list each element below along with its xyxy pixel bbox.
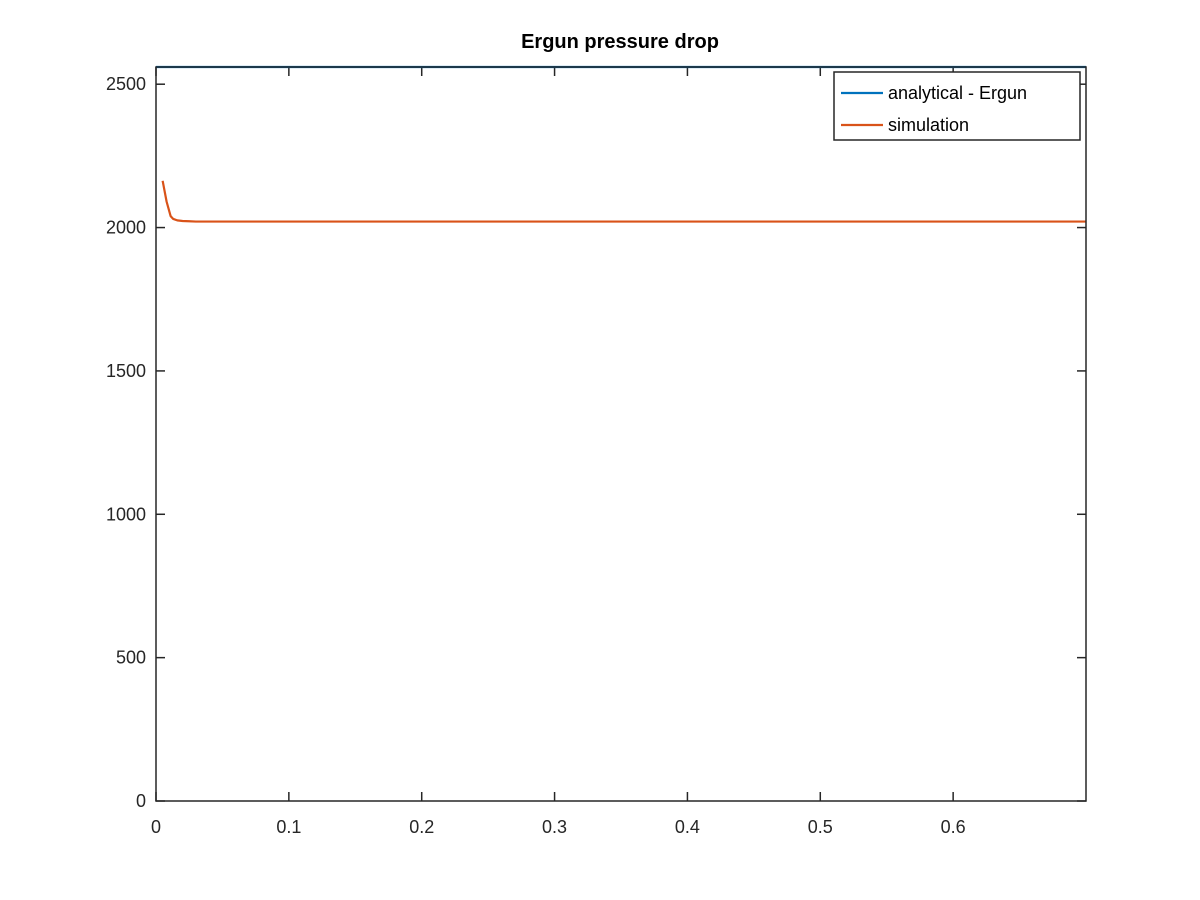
legend-label: simulation (888, 115, 969, 135)
x-tick-label: 0.2 (409, 817, 434, 837)
y-axis-ticks: 0 500 1000 1500 2000 2500 (106, 74, 1086, 811)
y-tick-label: 0 (136, 791, 146, 811)
y-tick-label: 1000 (106, 504, 146, 524)
x-tick-label: 0 (151, 817, 161, 837)
x-tick-label: 0.1 (276, 817, 301, 837)
series-line-simulation (161, 180, 1086, 223)
y-tick-label: 2000 (106, 218, 146, 238)
x-tick-label: 0.5 (808, 817, 833, 837)
x-tick-label: 0.6 (941, 817, 966, 837)
x-tick-label: 0.3 (542, 817, 567, 837)
plot-frame (155, 66, 1087, 802)
legend: analytical - Ergun simulation (833, 71, 1081, 141)
x-tick-label: 0.4 (675, 817, 700, 837)
x-axis-ticks: 0 0.1 0.2 0.3 0.4 0.5 0.6 (151, 67, 966, 837)
legend-label: analytical - Ergun (888, 83, 1027, 103)
y-tick-label: 2500 (106, 74, 146, 94)
y-tick-label: 1500 (106, 361, 146, 381)
chart-title: Ergun pressure drop (521, 31, 719, 53)
legend-box (833, 71, 1081, 141)
y-tick-label: 500 (116, 648, 146, 668)
